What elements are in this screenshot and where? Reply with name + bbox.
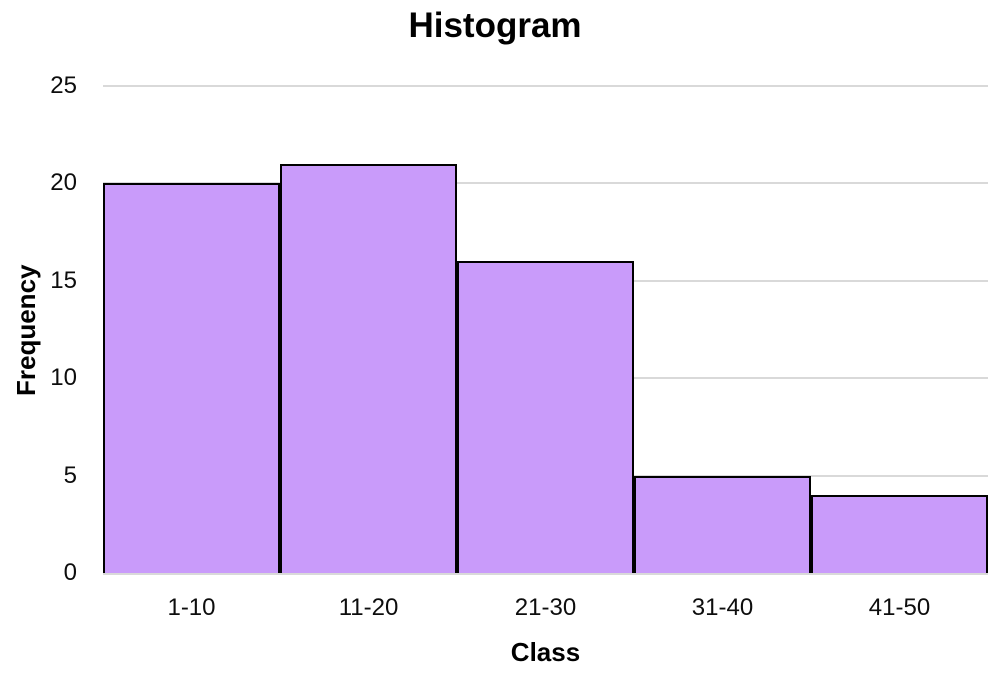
chart-title: Histogram — [408, 6, 582, 45]
bar-21-30 — [457, 261, 634, 573]
y-tick-label: 15 — [50, 266, 77, 294]
gridline — [103, 182, 988, 185]
y-tick-label: 25 — [50, 72, 77, 99]
bar-41-50 — [811, 495, 988, 573]
x-tick-label: 41-50 — [868, 594, 931, 621]
y-axis-title: Frequency — [11, 264, 41, 396]
x-tick-label: 31-40 — [691, 594, 754, 621]
y-tick-label: 20 — [50, 169, 77, 197]
gridline — [103, 85, 988, 87]
plot-area — [103, 85, 988, 575]
bar-1-10 — [103, 183, 280, 573]
x-axis-title: Class — [510, 637, 581, 667]
y-tick-label: 10 — [50, 364, 77, 392]
x-tick-label: 11-20 — [338, 594, 399, 621]
y-tick-label: 0 — [63, 559, 77, 586]
x-tick-label: 21-30 — [514, 594, 577, 621]
bar-31-40 — [634, 475, 811, 573]
x-tick-label: 1-10 — [167, 594, 216, 621]
bar-11-20 — [280, 163, 457, 573]
y-tick-label: 5 — [63, 461, 77, 489]
